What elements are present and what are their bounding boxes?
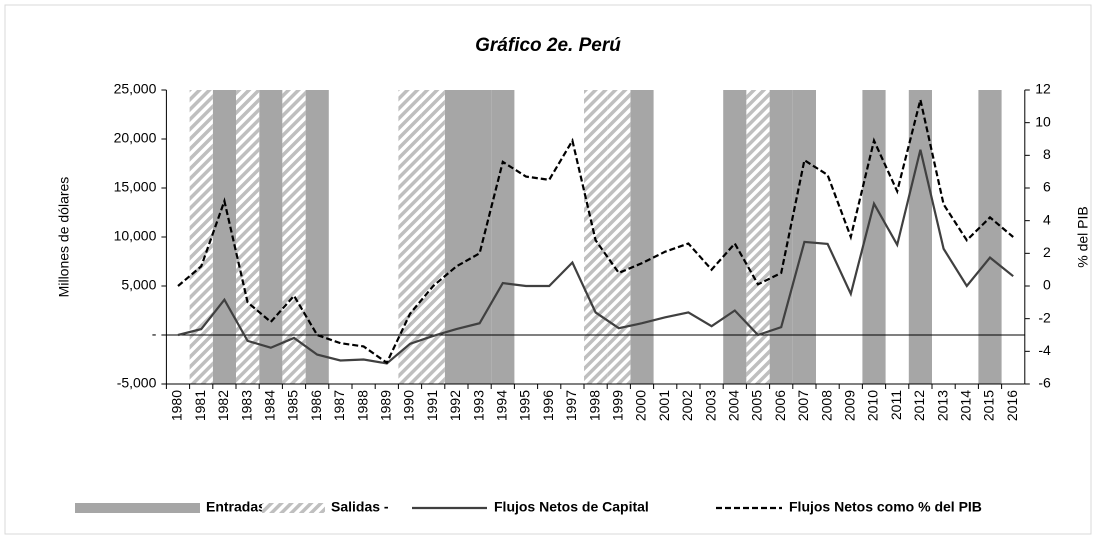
x-tick-label: 2010	[865, 390, 881, 421]
x-tick-label: 1988	[354, 390, 370, 421]
x-tick-label: 1980	[169, 390, 185, 421]
x-tick-label: 2005	[749, 390, 765, 421]
x-tick-label: 1983	[238, 390, 254, 421]
x-tick-label: 2004	[726, 390, 742, 421]
episode-band	[607, 90, 631, 384]
line-series	[177, 149, 1014, 365]
y2-tick-label: -2	[1038, 309, 1051, 325]
x-tick-label: 1995	[517, 390, 533, 421]
episode-band	[189, 90, 213, 384]
y-axis-label: Millones de dólares	[56, 177, 72, 298]
x-tick-label: 2015	[981, 390, 997, 421]
x-tick-label: 2007	[795, 390, 811, 421]
x-tick-label: 1993	[470, 390, 486, 421]
x-tick-label: 2013	[934, 390, 950, 421]
x-tick-label: 1989	[378, 390, 394, 421]
x-tick-label: 1991	[424, 390, 440, 421]
y-tick-label: 5,000	[121, 277, 156, 293]
x-tick-label: 1998	[586, 390, 602, 421]
episode-band	[908, 90, 932, 384]
x-tick-label: 2014	[958, 390, 974, 421]
episode-band	[746, 90, 770, 384]
x-tick-label: 1986	[308, 390, 324, 421]
y2-tick-label: 6	[1043, 179, 1051, 195]
episode-band	[259, 90, 283, 384]
x-tick-label: 1981	[192, 390, 208, 421]
y-tick-label: 20,000	[114, 130, 157, 146]
x-tick-label: 2006	[772, 390, 788, 421]
episode-band	[282, 90, 306, 384]
episode-band	[630, 90, 654, 384]
y2-tick-label: 10	[1035, 113, 1051, 129]
y-tick-label: -5,000	[117, 375, 157, 391]
x-tick-label: 2012	[911, 390, 927, 421]
episode-band	[305, 90, 329, 384]
x-tick-label: 1997	[563, 390, 579, 421]
x-tick-label: 1985	[285, 390, 301, 421]
x-tick-label: 2016	[1004, 390, 1020, 421]
x-tick-label: 1987	[331, 390, 347, 421]
x-tick-label: 2000	[633, 390, 649, 421]
x-tick-label: 2002	[679, 390, 695, 421]
y2-tick-label: 8	[1043, 146, 1051, 162]
x-tick-label: 2008	[818, 390, 834, 421]
episode-band	[978, 90, 1002, 384]
y2-tick-label: 4	[1043, 211, 1051, 227]
line-series	[177, 99, 1014, 365]
legend-swatch	[75, 503, 200, 513]
x-tick-label: 1996	[540, 390, 556, 421]
legend-label: Entradas -	[206, 499, 275, 515]
episode-band	[468, 90, 492, 384]
episode-band	[491, 90, 515, 384]
episode-band	[236, 90, 260, 384]
legend-label: Salidas -	[331, 499, 389, 515]
y-tick-label: 25,000	[114, 81, 157, 97]
episode-band	[792, 90, 816, 384]
y2-tick-label: 0	[1043, 277, 1051, 293]
x-tick-label: 2009	[842, 390, 858, 421]
x-tick-label: 1994	[494, 390, 510, 421]
y-tick-label: 10,000	[114, 228, 157, 244]
x-tick-label: 2011	[888, 390, 904, 420]
episode-band	[769, 90, 793, 384]
y2-tick-label: -4	[1038, 342, 1051, 358]
y2-tick-label: 2	[1043, 244, 1051, 260]
y-tick-label: -	[152, 326, 157, 342]
legend-swatch	[262, 503, 325, 513]
x-tick-label: 2001	[656, 390, 672, 421]
episode-band	[444, 90, 468, 384]
x-tick-label: 1984	[262, 390, 278, 421]
episode-band	[862, 90, 886, 384]
y-tick-label: 15,000	[114, 179, 157, 195]
y2-tick-label: 12	[1035, 81, 1051, 97]
episode-band	[398, 90, 422, 384]
legend-label: Flujos Netos como % del PIB	[789, 499, 982, 515]
x-tick-label: 2003	[702, 390, 718, 421]
y2-axis-label: % del PIB	[1075, 206, 1091, 267]
x-tick-label: 1992	[447, 390, 463, 421]
x-tick-label: 1999	[610, 390, 626, 421]
y2-tick-label: -6	[1038, 375, 1051, 391]
episode-band	[723, 90, 747, 384]
x-tick-label: 1982	[215, 390, 231, 421]
episode-band	[421, 90, 445, 384]
x-tick-label: 1990	[401, 390, 417, 421]
chart-title: Gráfico 2e. Perú	[475, 35, 621, 56]
legend-label: Flujos Netos de Capital	[494, 499, 649, 515]
